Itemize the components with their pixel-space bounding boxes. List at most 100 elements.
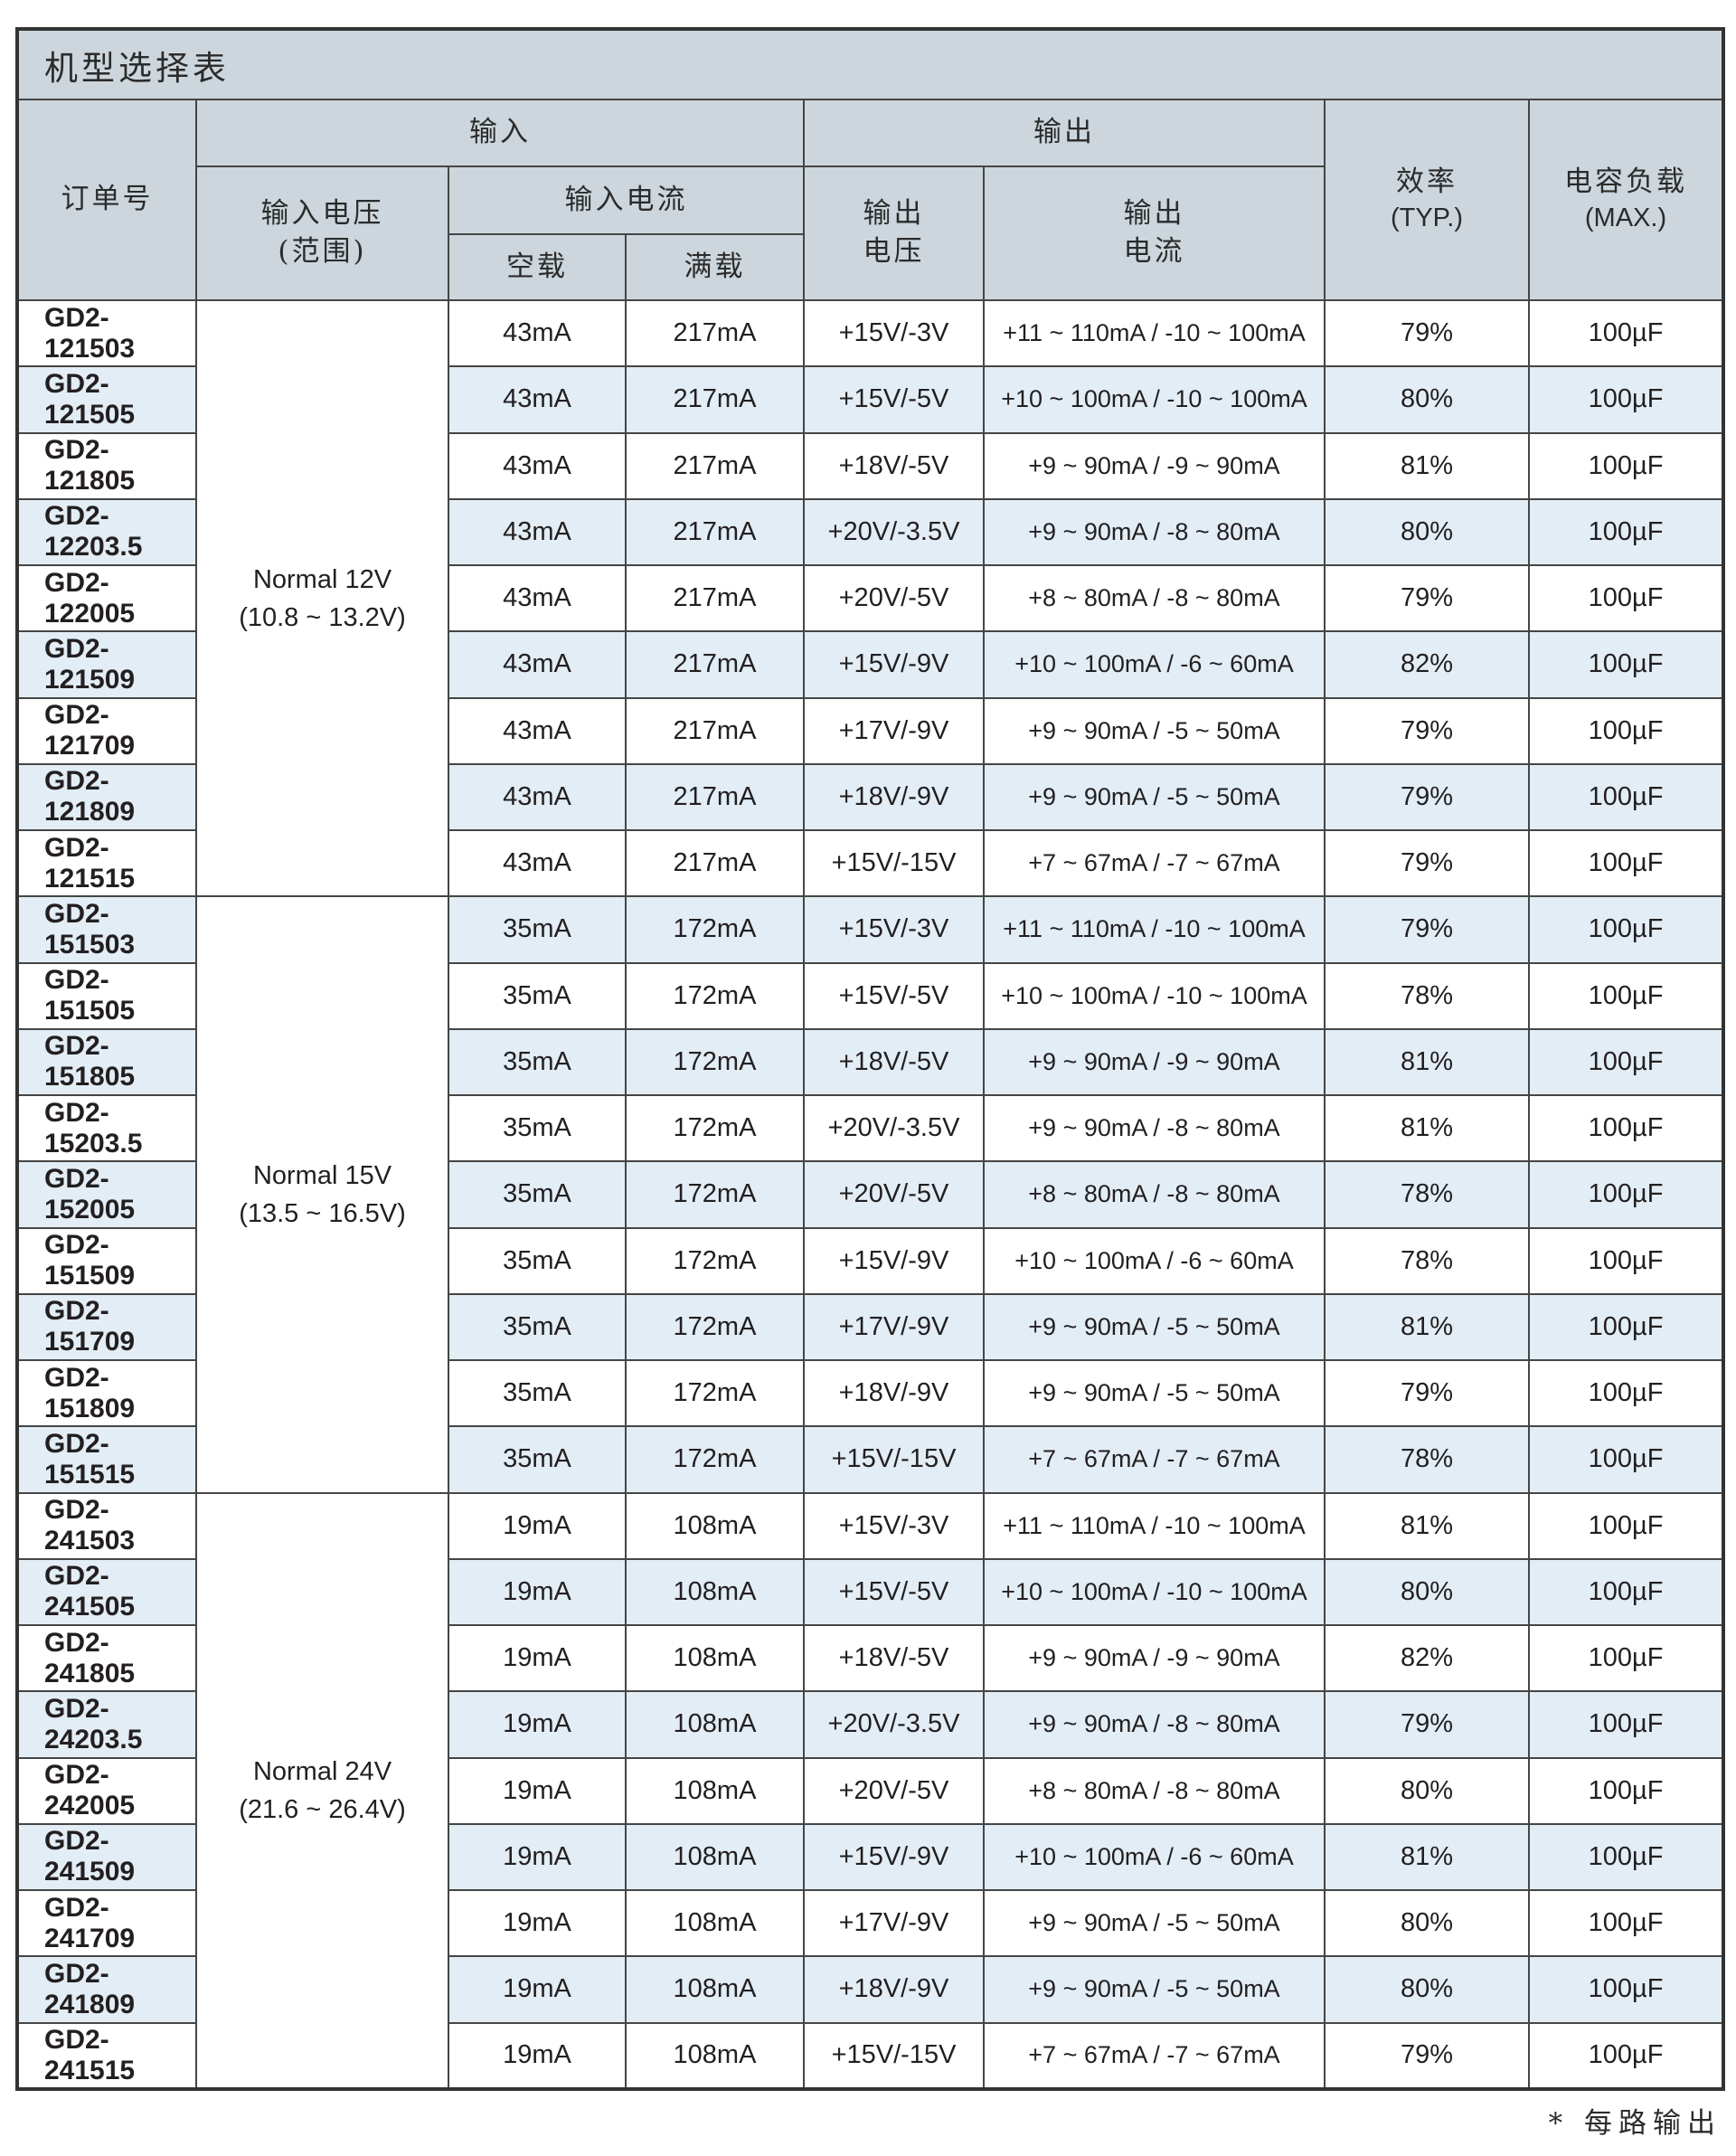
- output-voltage-cell: +18V/-5V: [803, 431, 985, 500]
- no-load-current-cell: 35mA: [448, 1425, 627, 1494]
- input-voltage-range: (10.8 ~ 13.2V): [239, 602, 406, 632]
- efficiency-cell: 79%: [1324, 895, 1530, 964]
- efficiency-cell: 78%: [1324, 961, 1530, 1030]
- no-load-current-cell: 35mA: [448, 1358, 627, 1428]
- efficiency-cell: 80%: [1324, 497, 1530, 567]
- full-load-current-cell: 172mA: [625, 1226, 805, 1295]
- no-load-current-cell: 43mA: [448, 563, 627, 633]
- efficiency-cell: 79%: [1324, 563, 1530, 633]
- col-header-full-load: 满载: [625, 233, 805, 301]
- order-number-cell: GD2-241805: [16, 1623, 197, 1693]
- table-row: GD2-24203.5 19mA 108mA +20V/-3.5V +9 ~ 90mA …: [16, 1690, 1724, 1759]
- output-voltage-cell: +18V/-9V: [803, 1358, 985, 1428]
- title-row: 机型选择表: [16, 28, 1724, 100]
- no-load-current-cell: 43mA: [448, 762, 627, 832]
- output-voltage-cell: +20V/-3.5V: [803, 1093, 985, 1163]
- full-load-current-cell: 172mA: [625, 1292, 805, 1362]
- order-number-cell: GD2-151503: [16, 895, 197, 964]
- no-load-current-cell: 43mA: [448, 828, 627, 898]
- full-load-current-cell: 108mA: [625, 1888, 805, 1958]
- model-selection-table: 机型选择表 订单号 输入 输出 效率 (TYP.) 电容负载 (MAX.) 输入…: [15, 27, 1725, 2091]
- output-current-cell: +10 ~ 100mA / -6 ~ 60mA: [983, 1226, 1326, 1295]
- efficiency-cell: 81%: [1324, 1292, 1530, 1362]
- col-header-output-group: 输出: [803, 99, 1326, 167]
- cap-load-cell: 100µF: [1528, 1226, 1724, 1295]
- full-load-current-cell: 108mA: [625, 1623, 805, 1693]
- full-load-current-cell: 217mA: [625, 762, 805, 832]
- output-current-cell: +10 ~ 100mA / -6 ~ 60mA: [983, 1822, 1326, 1892]
- output-current-cell: +9 ~ 90mA / -5 ~ 50mA: [983, 1955, 1326, 2024]
- input-voltage-range-label: (范围): [278, 235, 367, 268]
- efficiency-cell: 80%: [1324, 1557, 1530, 1627]
- no-load-current-cell: 19mA: [448, 1690, 627, 1759]
- col-header-input-voltage: 输入电压 (范围): [195, 165, 449, 301]
- input-voltage-nominal: Normal 15V: [252, 1160, 392, 1190]
- cap-load-cell: 100µF: [1528, 563, 1724, 633]
- efficiency-cell: 80%: [1324, 1756, 1530, 1825]
- no-load-current-cell: 35mA: [448, 895, 627, 964]
- output-voltage-cell: +15V/-3V: [803, 895, 985, 964]
- output-current-cell: +9 ~ 90mA / -9 ~ 90mA: [983, 431, 1326, 500]
- full-load-current-cell: 172mA: [625, 1160, 805, 1229]
- cap-load-label: 电容负载: [1564, 165, 1687, 198]
- efficiency-cell: 81%: [1324, 1027, 1530, 1097]
- cap-load-max-label: (MAX.): [1584, 203, 1667, 233]
- cap-load-cell: 100µF: [1528, 1093, 1724, 1163]
- order-number-cell: GD2-121505: [16, 365, 197, 434]
- order-number-cell: GD2-151805: [16, 1027, 197, 1097]
- order-number-cell: GD2-152005: [16, 1160, 197, 1229]
- table-row: GD2-241503 Normal 24V (21.6 ~ 26.4V) 19mA 10…: [16, 1491, 1724, 2090]
- output-voltage-cell: +15V/-5V: [803, 1557, 985, 1627]
- order-number-cell: GD2-15203.5: [16, 1093, 197, 1163]
- cap-load-cell: 100µF: [1528, 1822, 1724, 1892]
- output-current-cell: +9 ~ 90mA / -9 ~ 90mA: [983, 1027, 1326, 1097]
- efficiency-cell: 82%: [1324, 630, 1530, 699]
- col-header-cap-load: 电容负载 (MAX.): [1528, 99, 1724, 301]
- efficiency-cell: 80%: [1324, 365, 1530, 434]
- full-load-current-cell: 172mA: [625, 1093, 805, 1163]
- no-load-current-cell: 19mA: [448, 2021, 627, 2090]
- output-current-cell: +11 ~ 110mA / -10 ~ 100mA: [983, 895, 1326, 964]
- no-load-current-cell: 19mA: [448, 1822, 627, 1892]
- efficiency-cell: 81%: [1324, 431, 1530, 500]
- order-number-cell: GD2-121805: [16, 431, 197, 500]
- cap-load-cell: 100µF: [1528, 1160, 1724, 1229]
- order-number-cell: GD2-241503: [16, 1491, 197, 1560]
- full-load-current-cell: 217mA: [625, 696, 805, 765]
- output-voltage-cell: +15V/-9V: [803, 1226, 985, 1295]
- full-load-current-cell: 108mA: [625, 1690, 805, 1759]
- order-number-cell: GD2-241505: [16, 1557, 197, 1627]
- output-current-cell: +10 ~ 100mA / -10 ~ 100mA: [983, 365, 1326, 434]
- cap-load-cell: 100µF: [1528, 1623, 1724, 1693]
- full-load-current-cell: 108mA: [625, 2021, 805, 2090]
- output-current-cell: +9 ~ 90mA / -5 ~ 50mA: [983, 1888, 1326, 1958]
- output-voltage-cell: +18V/-5V: [803, 1027, 985, 1097]
- no-load-current-cell: 19mA: [448, 1491, 627, 1560]
- full-load-current-cell: 108mA: [625, 1756, 805, 1825]
- cap-load-cell: 100µF: [1528, 1557, 1724, 1627]
- output-voltage-cell: +18V/-5V: [803, 1623, 985, 1693]
- table-row: GD2-121515 43mA 217mA +15V/-15V +7 ~ 67mA / …: [16, 828, 1724, 898]
- efficiency-cell: 80%: [1324, 1955, 1530, 2024]
- no-load-current-cell: 43mA: [448, 497, 627, 567]
- output-current-cell: +10 ~ 100mA / -10 ~ 100mA: [983, 961, 1326, 1030]
- cap-load-cell: 100µF: [1528, 895, 1724, 964]
- output-voltage-cell: +17V/-9V: [803, 1888, 985, 1958]
- cap-load-cell: 100µF: [1528, 961, 1724, 1030]
- output-voltage-cell: +20V/-5V: [803, 563, 985, 633]
- full-load-current-cell: 108mA: [625, 1822, 805, 1892]
- efficiency-cell: 79%: [1324, 762, 1530, 832]
- output-voltage-cell: +15V/-15V: [803, 828, 985, 898]
- full-load-current-cell: 108mA: [625, 1491, 805, 1560]
- cap-load-cell: 100µF: [1528, 828, 1724, 898]
- order-number-cell: GD2-122005: [16, 563, 197, 633]
- full-load-current-cell: 217mA: [625, 431, 805, 500]
- input-voltage-range: (13.5 ~ 16.5V): [239, 1198, 406, 1228]
- output-voltage-cell: +15V/-9V: [803, 1822, 985, 1892]
- output-voltage-cell: +15V/-15V: [803, 1425, 985, 1494]
- output-current-cell: +8 ~ 80mA / -8 ~ 80mA: [983, 1160, 1326, 1229]
- efficiency-cell: 78%: [1324, 1425, 1530, 1494]
- output-current-cell: +8 ~ 80mA / -8 ~ 80mA: [983, 563, 1326, 633]
- full-load-current-cell: 172mA: [625, 895, 805, 964]
- no-load-current-cell: 19mA: [448, 1955, 627, 2024]
